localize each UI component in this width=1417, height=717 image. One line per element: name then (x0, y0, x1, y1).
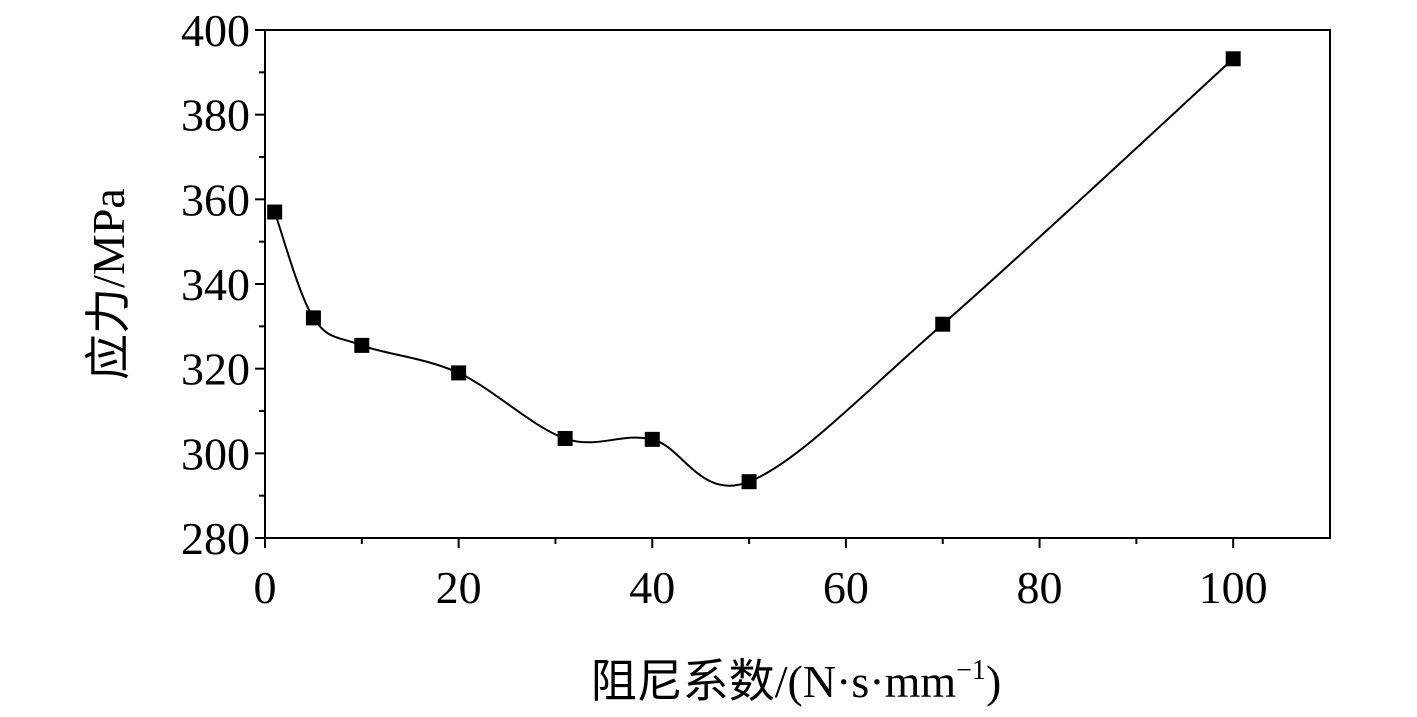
x-axis-title-superscript: −1 (956, 655, 986, 686)
plot-frame (264, 29, 1331, 539)
x-tick-label: 60 (823, 562, 869, 613)
x-axis-title-main: 阻尼系数/(N·s·mm (591, 656, 957, 707)
x-axis-title: 阻尼系数/(N·s·mm−1) (591, 655, 1002, 707)
y-axis-title: 应力/MPa (83, 188, 134, 380)
x-tick-label: 40 (629, 562, 675, 613)
series-group (267, 51, 1241, 490)
y-tick-label: 300 (181, 428, 250, 479)
x-tick-label: 0 (254, 562, 277, 613)
plot-border (264, 29, 1331, 539)
data-point-marker (741, 474, 757, 490)
y-tick-label: 340 (181, 259, 250, 310)
x-tick-label: 20 (436, 562, 482, 613)
x-tick-label: 80 (1017, 562, 1063, 613)
x-axis-tick-labels: 0 20 40 60 80 100 (254, 562, 1268, 613)
x-axis-title-close: ) (986, 656, 1001, 707)
y-tick-label: 380 (181, 90, 250, 141)
data-point-marker (354, 337, 370, 353)
data-point-marker (305, 310, 321, 326)
x-axis-ticks (264, 538, 1235, 548)
series-line (273, 58, 1234, 487)
data-point-marker (935, 316, 951, 332)
data-point-marker (451, 365, 467, 381)
y-tick-label: 360 (181, 174, 250, 225)
data-point-marker (557, 431, 573, 447)
data-point-marker (267, 204, 283, 220)
data-point-marker (1225, 51, 1241, 67)
y-tick-label: 280 (181, 513, 250, 564)
y-tick-label: 400 (181, 5, 250, 56)
y-axis-ticks (255, 29, 265, 539)
x-tick-label: 100 (1199, 562, 1268, 613)
y-tick-label: 320 (181, 344, 250, 395)
y-axis-tick-labels: 280 300 320 340 360 380 400 (181, 5, 250, 564)
data-point-marker (644, 431, 660, 447)
